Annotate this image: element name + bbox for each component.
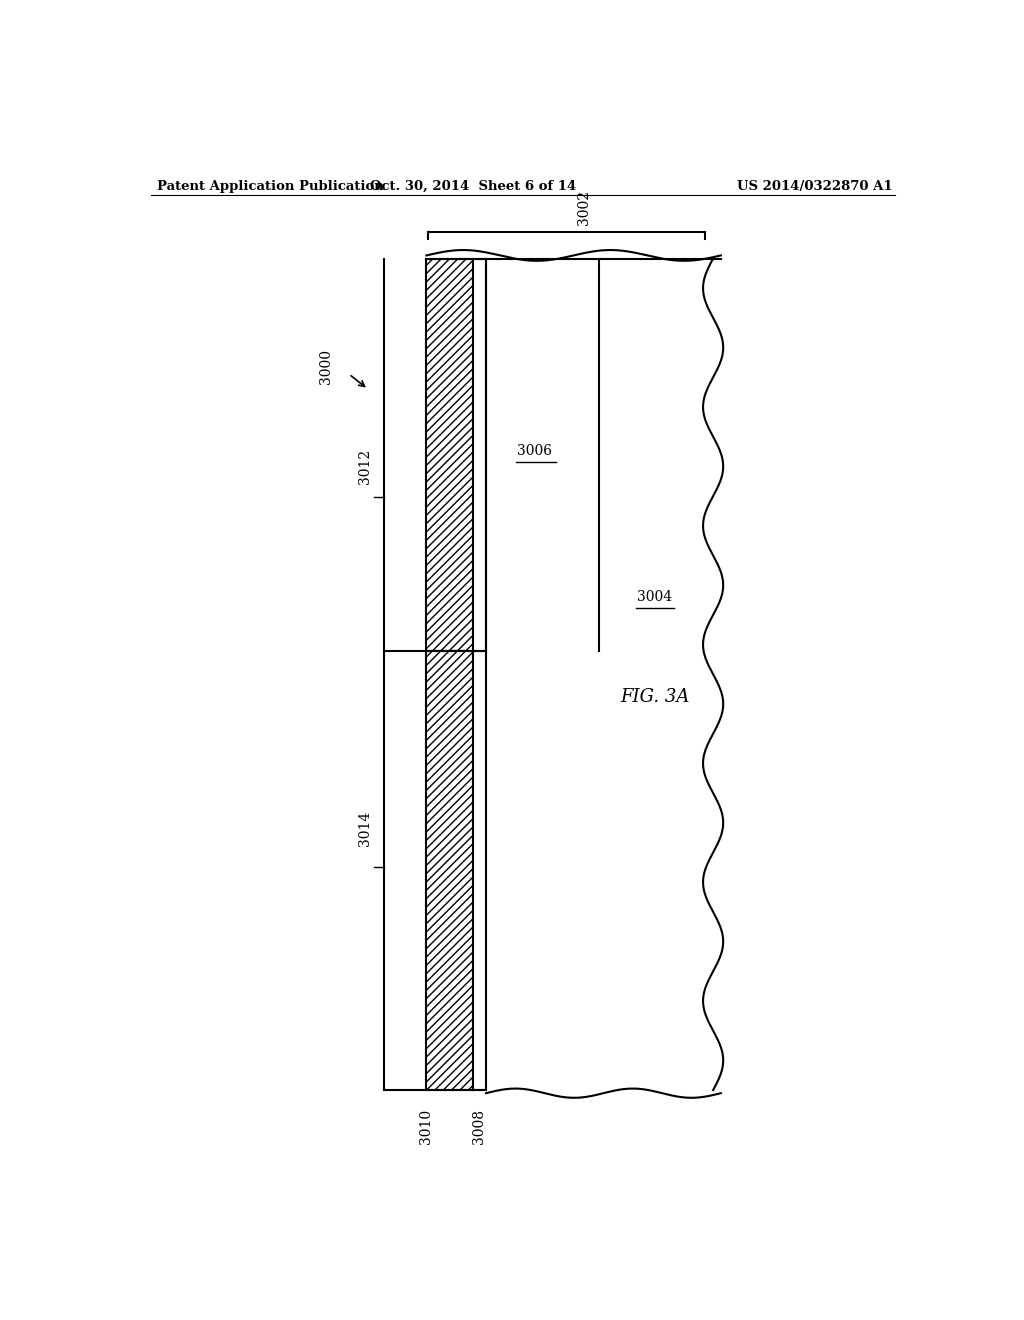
Bar bbox=[426, 651, 473, 1090]
Text: US 2014/0322870 A1: US 2014/0322870 A1 bbox=[736, 180, 892, 193]
Text: 3004: 3004 bbox=[637, 590, 673, 605]
Bar bbox=[473, 259, 486, 651]
Text: 3000: 3000 bbox=[318, 348, 333, 384]
Bar bbox=[473, 651, 486, 1090]
Text: Patent Application Publication: Patent Application Publication bbox=[158, 180, 384, 193]
Text: 3006: 3006 bbox=[517, 444, 552, 458]
Text: 3012: 3012 bbox=[358, 449, 372, 484]
Text: 3002: 3002 bbox=[577, 190, 591, 226]
Text: Oct. 30, 2014  Sheet 6 of 14: Oct. 30, 2014 Sheet 6 of 14 bbox=[370, 180, 575, 193]
Bar bbox=[426, 259, 473, 651]
Text: 3008: 3008 bbox=[472, 1109, 486, 1144]
Text: 3014: 3014 bbox=[358, 810, 372, 846]
Text: 3010: 3010 bbox=[420, 1109, 433, 1144]
Text: FIG. 3A: FIG. 3A bbox=[621, 689, 690, 706]
